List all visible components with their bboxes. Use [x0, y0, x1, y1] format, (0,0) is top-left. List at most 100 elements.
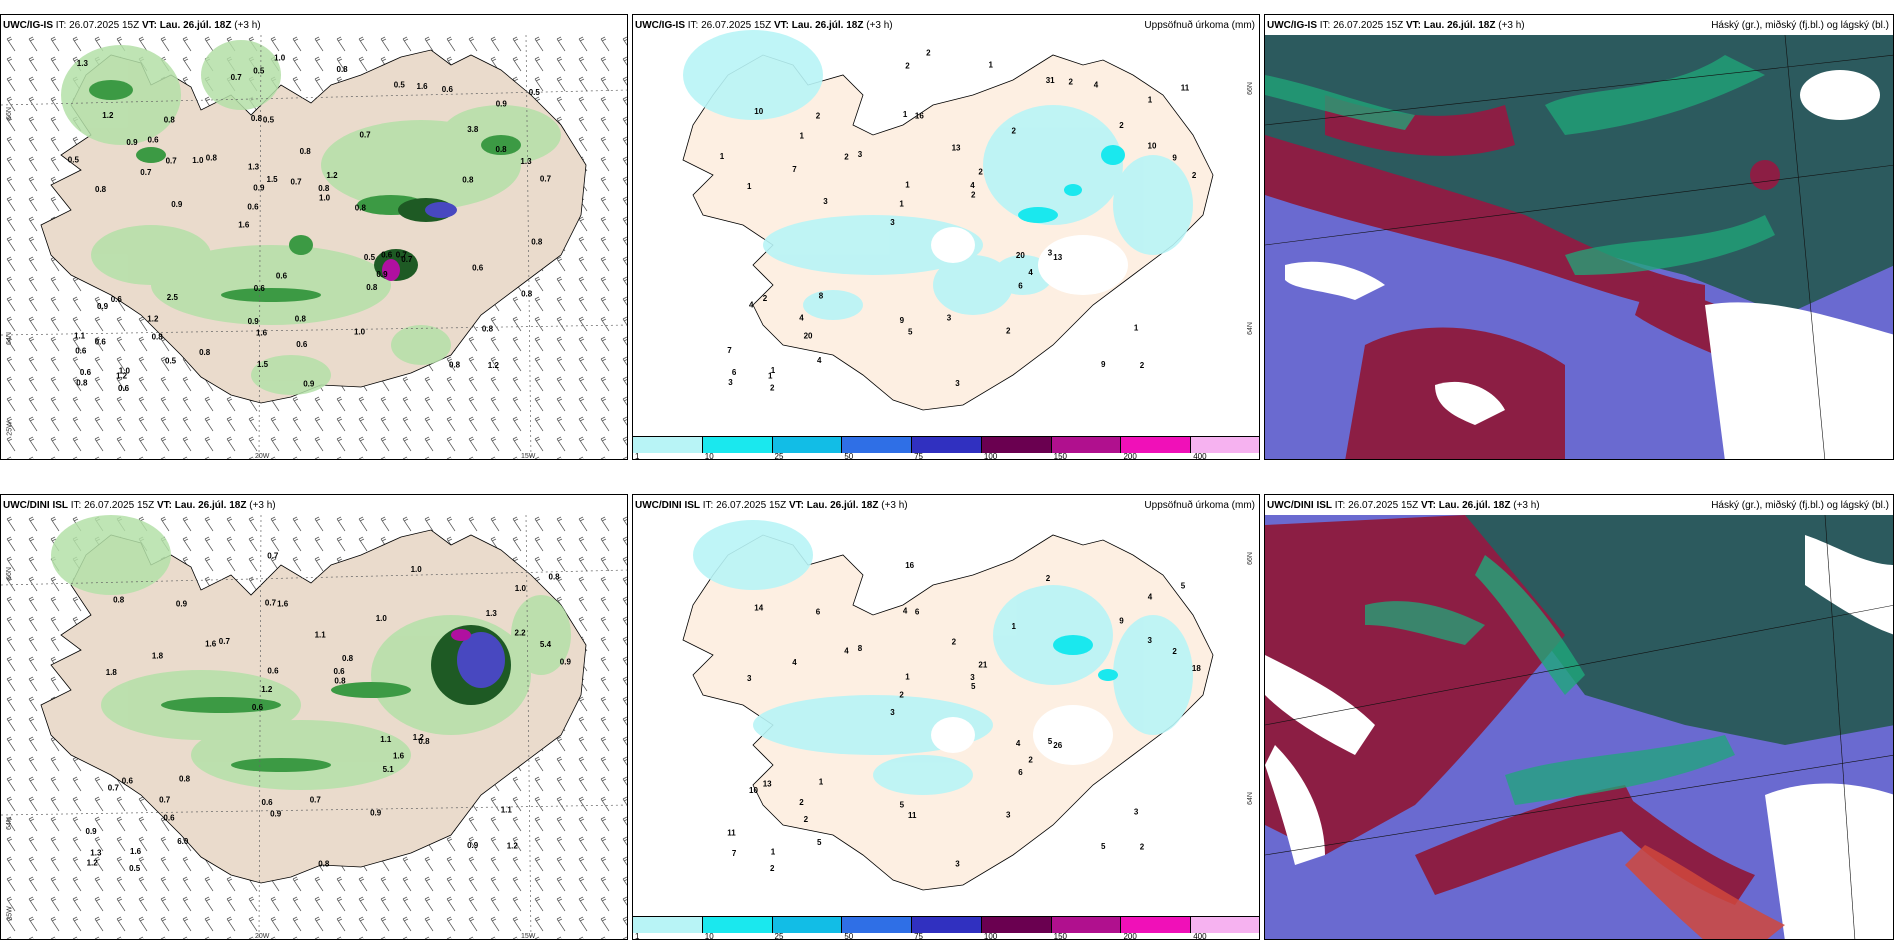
precip-value-label: 0.9 [303, 379, 315, 388]
precip-value-label: 0.8 [337, 65, 349, 74]
lon-label: 15W [521, 933, 536, 940]
precip-value-label: 0.9 [176, 600, 188, 609]
precip-value-label: 0.8 [76, 378, 88, 387]
valid-label: VT: [773, 20, 789, 31]
precip-value-label: 1.2 [507, 842, 519, 851]
precip-value-label: 1 [989, 60, 994, 69]
precip-value-label: 3 [890, 708, 895, 717]
precip-value-label: 4 [903, 606, 908, 615]
colorbar-segment [1051, 437, 1122, 453]
precip-value-label: 10 [1148, 142, 1157, 151]
model-name: UWC/DINI ISL [1267, 500, 1332, 511]
precip-value-label: 1.5 [257, 360, 269, 369]
precip-value-label: 5 [900, 800, 905, 809]
precip-value-label: 0.9 [248, 317, 260, 326]
lead-time: (+3 h) [1513, 500, 1540, 511]
precip-value-label: 1.3 [486, 609, 498, 618]
precip-value-label: 0.7 [401, 255, 413, 264]
precip-value-label: 1.2 [488, 361, 500, 370]
precip-value-label: 18 [1192, 664, 1201, 673]
precip-value-label: 1.8 [152, 651, 164, 660]
colorbar-segment [633, 917, 703, 933]
precip-value-label: 1 [903, 110, 908, 119]
precip-value-label: 0.5 [394, 80, 406, 89]
precip-value-label: 0.8 [521, 290, 533, 299]
precip-value-label: 2 [1046, 574, 1051, 583]
colorbar-segment [1121, 917, 1192, 933]
precip-value-label: 1.1 [315, 631, 327, 640]
precip-value-label: 0.9 [97, 302, 109, 311]
precip-value-label: 4 [844, 646, 849, 655]
precip-value-label: 0.9 [270, 809, 282, 818]
precip-value-label: 1.3 [520, 157, 532, 166]
precip-value-label: 0.8 [549, 573, 561, 582]
panel-top-left: UWC/IG-IS IT: 26.07.2025 15Z VT: Lau. 26… [0, 14, 628, 460]
precip-colorbar: 1 10 25 50 75 100 150 200 400 [633, 436, 1259, 459]
precip-value-label: 2 [1140, 842, 1145, 851]
precip-value-label: 0.7 [108, 783, 120, 792]
precip-value-label: 1.0 [274, 54, 286, 63]
precip-value-label: 0.9 [370, 809, 382, 818]
valid-label: VT: [1420, 500, 1436, 511]
precip-value-label: 26 [1053, 741, 1062, 750]
precip-value-label: 2.5 [167, 293, 179, 302]
precip-value-label: 1 [747, 182, 752, 191]
precip-value-label: 1.1 [74, 331, 86, 340]
colorbar-label: 10 [704, 932, 714, 940]
precip-value-label: 1.3 [77, 59, 89, 68]
valid-label: VT: [141, 20, 157, 31]
init-time: IT: 26.07.2025 15Z [1334, 500, 1419, 511]
precip-value-label: 1 [819, 777, 824, 786]
precip-value-label: 1.0 [319, 193, 331, 202]
precip-value-label: 0.6 [247, 202, 259, 211]
precip-value-label: 4 [792, 658, 797, 667]
precip-value-label: 5 [971, 682, 976, 691]
precip-value-label: 0.6 [472, 263, 484, 272]
panel-header: UWC/IG-IS IT: 26.07.2025 15Z VT: Lau. 26… [635, 19, 1255, 35]
valid-label: VT: [156, 500, 172, 511]
precip-value-label: 1.8 [106, 668, 118, 677]
lead-time: (+3 h) [234, 20, 261, 31]
map-title: Háský (gr.), miðský (fj.bl.) og lágský (… [1711, 20, 1889, 31]
precip-value-label: 1 [899, 200, 904, 209]
precip-value-label: 0.8 [295, 315, 307, 324]
precip-value-label: 0.7 [360, 130, 372, 139]
precip-value-label: 0.8 [342, 654, 354, 663]
precip-value-label: 20 [1016, 251, 1025, 260]
precip-value-label: 0.8 [113, 595, 125, 604]
lon-label: 25W [6, 906, 14, 921]
precip-value-label: 6.0 [177, 837, 189, 846]
precip-value-label: 3 [970, 673, 975, 682]
precip-value-label: 13 [1053, 253, 1062, 262]
precip-value-label: 5.4 [540, 640, 552, 649]
precip-value-label: 3 [955, 379, 960, 388]
precip-value-label: 1 [905, 673, 910, 682]
precip-value-label: 2 [1069, 78, 1074, 87]
precip-value-label: 2 [1192, 171, 1197, 180]
model-name: UWC/DINI ISL [3, 500, 68, 511]
precip-value-label: 0.6 [118, 384, 130, 393]
precip-value-label: 0.8 [496, 145, 508, 154]
accumulated-precip-map: 2343114213811262126141618432516215353446… [682, 520, 1214, 891]
init-time: IT: 26.07.2025 15Z [702, 500, 787, 511]
precip-value-label: 14 [754, 604, 763, 613]
precip-value-label: 3 [890, 218, 895, 227]
precip-value-label: 9 [900, 316, 905, 325]
colorbar-segment [702, 917, 773, 933]
precip-value-label: 2 [763, 294, 768, 303]
panel-header: UWC/IG-IS IT: 26.07.2025 15Z VT: Lau. 26… [3, 19, 623, 35]
precip-value-label: 1.6 [205, 640, 217, 649]
model-name: UWC/IG-IS [3, 20, 53, 31]
precip-value-label: 0.8 [418, 737, 430, 746]
panel-top-right: UWC/IG-IS IT: 26.07.2025 15Z VT: Lau. 26… [1264, 14, 1894, 460]
precip-value-label: 5 [908, 328, 913, 337]
precip-value-label: 0.7 [231, 73, 243, 82]
precip-value-label: 0.9 [467, 841, 479, 850]
panel-bottom-right: UWC/DINI ISL IT: 26.07.2025 15Z VT: Lau.… [1264, 494, 1894, 940]
lat-label: 64N [5, 332, 13, 345]
precip-value-label: 1.0 [119, 366, 131, 375]
precip-value-label: 0.6 [75, 347, 87, 356]
precip-value-label: 4 [1028, 268, 1033, 277]
precip-value-label: 0.8 [318, 860, 330, 869]
precip-value-label: 0.7 [540, 174, 552, 183]
